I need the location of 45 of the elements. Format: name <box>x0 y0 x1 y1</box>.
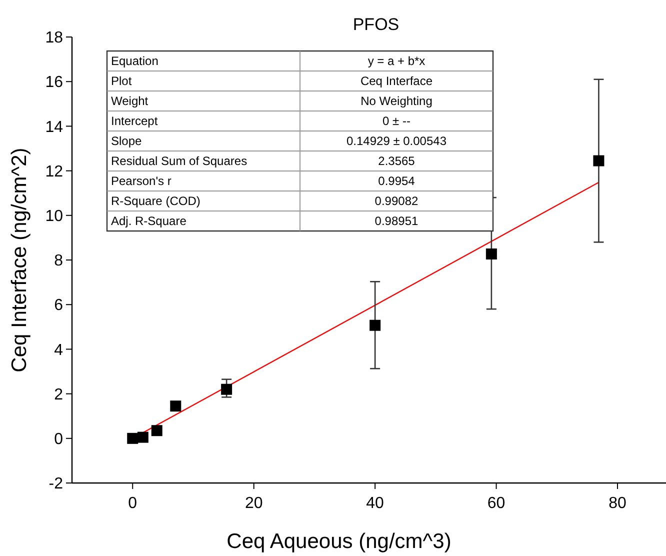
annotation: Residual Sum of Squares <box>111 154 248 168</box>
x-tick-label: 40 <box>366 495 384 512</box>
y-tick-label: 12 <box>45 163 64 180</box>
x-tick-label: 20 <box>244 495 263 512</box>
annotation: 2.3565 <box>378 154 416 168</box>
annotation: Weight <box>111 94 149 108</box>
y-tick-label: 0 <box>54 431 64 448</box>
annotation: 0.99082 <box>374 194 419 208</box>
annotation: Slope <box>111 134 142 148</box>
y-tick-label: 16 <box>45 74 64 92</box>
y-tick-label: 18 <box>45 30 64 47</box>
point <box>137 432 148 443</box>
annotation: Equation <box>111 54 158 68</box>
y-tick-label: 14 <box>45 118 64 136</box>
point <box>370 320 381 331</box>
x-tick-label: 80 <box>608 495 627 512</box>
point <box>127 432 138 444</box>
y-tick-label: -2 <box>48 476 64 493</box>
chart-title: PFOS <box>352 15 400 34</box>
x-tick-label: 60 <box>487 495 506 512</box>
point <box>221 384 232 395</box>
annotation: 0.9954 <box>378 174 416 188</box>
y-tick-label: 6 <box>54 297 64 314</box>
annotation: Pearson's r <box>111 174 172 188</box>
point <box>151 425 162 436</box>
x-tick-label: 0 <box>128 495 138 512</box>
annotation: 0 ± -- <box>382 114 410 128</box>
y-tick-label: 4 <box>54 342 64 359</box>
point <box>486 248 497 260</box>
annotation: R-Square (COD) <box>111 194 200 208</box>
annotation: Plot <box>111 74 132 88</box>
y-tick-label: 2 <box>54 386 64 404</box>
annotation: No Weighting <box>360 94 432 108</box>
annotation: Intercept <box>111 114 158 128</box>
point <box>593 155 604 166</box>
y-axis-title: Ceq Interface (ng/cm^2) <box>8 148 31 372</box>
point <box>170 400 182 412</box>
x-axis-title: Ceq Aqueous (ng/cm^3) <box>226 530 452 553</box>
y-tick-label: 10 <box>45 208 64 225</box>
annotation: y = a + b*x <box>368 54 426 68</box>
annotation: 0.14929 ± 0.00543 <box>346 134 447 148</box>
annotation: Adj. R-Square <box>111 214 187 228</box>
annotation: Ceq Interface <box>360 74 433 88</box>
y-tick-label: 8 <box>54 252 64 270</box>
annotation: 0.98951 <box>374 214 419 228</box>
